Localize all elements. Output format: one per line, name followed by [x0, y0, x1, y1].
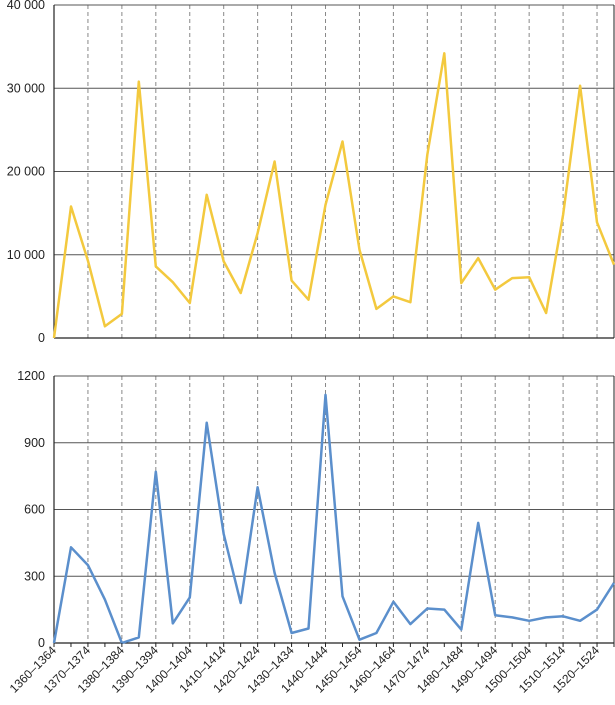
bottom-panel: 0 300 600 900 1200 — [17, 369, 615, 650]
y-tick-label: 30 000 — [7, 81, 45, 95]
series-line — [52, 393, 615, 645]
y-tick-label: 900 — [24, 436, 45, 450]
y-tick-label: 10 000 — [7, 248, 45, 262]
y-tick-label: 1200 — [17, 369, 45, 383]
top-panel: 0 10 000 20 000 30 000 40 000 — [7, 0, 615, 345]
y-tick-label: 20 000 — [7, 165, 45, 179]
y-tick-label: 40 000 — [7, 0, 45, 12]
y-tick-label: 300 — [24, 569, 45, 583]
y-tick-label: 0 — [38, 331, 45, 345]
series-line — [52, 52, 615, 339]
x-axis: 1360–13641370–13741380–13841390–13941400… — [7, 643, 615, 696]
y-tick-label: 0 — [38, 636, 45, 650]
y-tick-label: 600 — [24, 503, 45, 517]
